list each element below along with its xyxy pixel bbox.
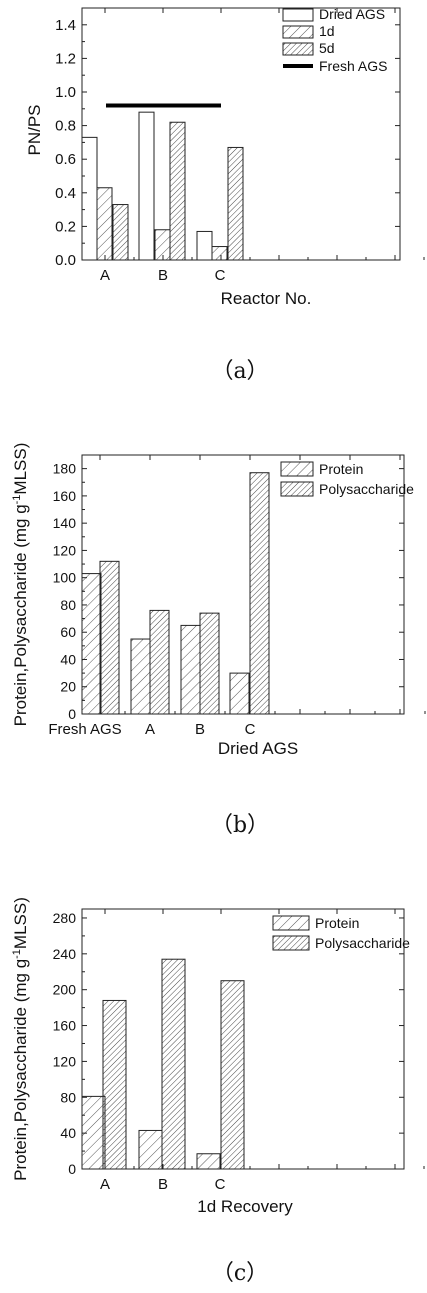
y-tick-label: 280 <box>53 910 77 926</box>
bar-protein <box>196 1153 221 1170</box>
legend-label: 1d <box>319 23 335 39</box>
legend: Protein Polysaccharide <box>272 915 410 951</box>
bar-dried-ags <box>196 230 213 261</box>
y-axis-label: Protein,Polysaccharide (mg g-1MLSS) <box>11 443 30 727</box>
legend-label: Polysaccharide <box>319 481 414 497</box>
bar-polysaccharide <box>102 999 127 1170</box>
x-tick-label: Fresh AGS <box>48 721 121 738</box>
plot-frame <box>81 454 405 715</box>
plot-frame <box>81 7 401 261</box>
legend-swatch <box>282 25 314 39</box>
x-tick-label: A <box>100 267 110 284</box>
bar-protein <box>130 638 151 715</box>
y-tick-label: 40 <box>60 651 76 667</box>
chart-panel-1: 0 20 40 60 80 100 120 140 160 180 Fresh AGS A B CDrie… <box>11 443 426 838</box>
x-axis-label: 1d Recovery <box>197 1197 293 1216</box>
x-tick-label: B <box>158 267 168 284</box>
x-tick-label: B <box>195 721 205 738</box>
legend-label: Protein <box>315 915 359 931</box>
chart-panel-2: 0 40 80 120 160 200 240 280 A B C 1d Recovery Protei… <box>11 897 425 1286</box>
y-tick-label: 160 <box>53 1018 77 1034</box>
legend-swatch <box>280 461 314 477</box>
y-tick-label: 180 <box>53 461 77 477</box>
legend-swatch <box>272 915 310 931</box>
y-tick-label: 80 <box>60 597 76 613</box>
bar-polysaccharide <box>199 612 220 715</box>
bar-dried-ags <box>138 111 155 261</box>
bar-dried-ags <box>81 136 98 261</box>
legend-label: Dried AGS <box>319 6 385 22</box>
legend-label: Polysaccharide <box>315 935 410 951</box>
y-tick-label: 0 <box>68 706 76 722</box>
y-tick-label: 1.2 <box>55 50 76 67</box>
legend-label: 5d <box>319 40 335 56</box>
y-tick-label: 0.2 <box>55 218 76 235</box>
legend-swatch <box>272 935 310 951</box>
y-tick-label: 140 <box>53 515 77 531</box>
legend-swatch <box>280 481 314 497</box>
bar-polysaccharide <box>99 560 120 715</box>
plot-frame <box>81 908 405 1170</box>
x-tick-label: C <box>215 267 226 284</box>
bar-polysaccharide <box>161 958 186 1170</box>
y-axis-label: Protein,Polysaccharide (mg g-1MLSS) <box>11 897 30 1181</box>
y-tick-label: 160 <box>53 488 77 504</box>
x-tick-label: A <box>100 1176 110 1193</box>
x-tick-label: B <box>158 1176 168 1193</box>
legend-label: Protein <box>319 461 363 477</box>
bar-5d <box>227 146 244 261</box>
bar-5d <box>112 204 129 261</box>
legend-swatch <box>282 8 314 22</box>
x-axis-label: Dried AGS <box>218 739 298 758</box>
bar-protein <box>81 573 102 715</box>
y-tick-label: 120 <box>53 542 77 558</box>
y-tick-label: 0.6 <box>55 151 76 168</box>
y-tick-label: 1.0 <box>55 84 76 101</box>
y-tick-label: 0.8 <box>55 118 76 135</box>
chart-panel-0: 0.0 0.2 0.4 0.6 0.8 1.0 1.2 1.4 A B C Reactor No. PN… <box>25 6 425 384</box>
y-tick-label: 80 <box>60 1089 76 1105</box>
y-tick-label: 60 <box>60 624 76 640</box>
y-axis-label: PN/PS <box>25 104 44 155</box>
bar-protein <box>138 1129 163 1170</box>
bar-1d <box>211 246 228 261</box>
x-tick-label: A <box>145 721 155 738</box>
y-tick-label: 200 <box>53 982 77 998</box>
y-tick-label: 1.4 <box>55 17 76 34</box>
bar-5d <box>169 121 186 261</box>
legend: Protein Polysaccharide <box>280 461 414 497</box>
legend-swatch <box>282 42 314 56</box>
bar-polysaccharide <box>149 609 170 715</box>
x-axis-label: Reactor No. <box>221 289 312 308</box>
x-tick-label: C <box>245 721 256 738</box>
y-tick-label: 0.4 <box>55 185 76 202</box>
panel-caption: （b） <box>211 813 269 838</box>
legend-label: Fresh AGS <box>319 58 387 74</box>
panel-caption: （c） <box>212 1261 268 1286</box>
y-tick-label: 40 <box>60 1125 76 1141</box>
bar-polysaccharide <box>220 980 245 1170</box>
panel-caption: （a） <box>211 359 268 384</box>
bar-protein <box>229 672 250 715</box>
y-tick-label: 120 <box>53 1053 77 1069</box>
bar-protein <box>180 624 201 715</box>
y-tick-label: 0.0 <box>55 252 76 269</box>
y-tick-label: 0 <box>68 1161 76 1177</box>
bar-polysaccharide <box>249 472 270 715</box>
bar-1d <box>96 187 113 261</box>
y-tick-label: 240 <box>53 946 77 962</box>
x-tick-label: C <box>215 1176 226 1193</box>
y-tick-label: 20 <box>60 679 76 695</box>
y-tick-label: 100 <box>53 570 77 586</box>
